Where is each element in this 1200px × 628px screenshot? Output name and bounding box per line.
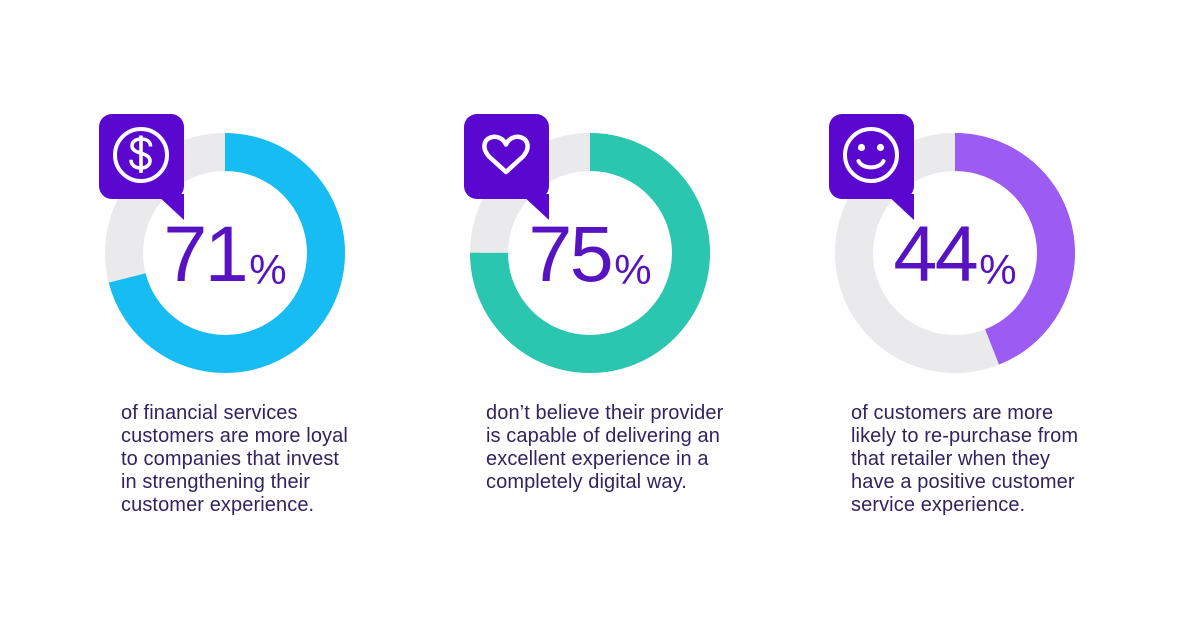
badge-tail [886,194,914,220]
stat-number: 44 [893,208,978,298]
heart-icon [482,134,530,175]
stat-caption: don’t believe their provider is capable … [486,402,724,493]
stat-card-financial-loyalty: 71% of financial services customers are … [99,114,348,553]
stat-value: 44% [835,133,1075,373]
percent-sign: % [979,245,1017,293]
stat-caption: of customers are more likely to re-purch… [851,402,1079,516]
stat-card-repurchase-service: 44% of customers are more likely to re-p… [829,114,1078,553]
stat-value: 75% [470,133,710,373]
badge-smiley [829,114,914,220]
stat-caption: of financial services customers are more… [121,402,348,516]
stat-number: 75 [528,208,613,298]
donut-arc [835,133,1075,373]
percent-sign: % [614,245,652,293]
stat-value: 71% [105,133,345,373]
dollar-icon [113,127,169,183]
donut-arc [105,133,345,373]
badge-heart [464,114,549,220]
stat-number: 71 [163,208,248,298]
donut-chart-financial-loyalty [105,133,345,373]
badge-tail [521,194,549,220]
donut-arc [470,133,710,373]
donut-chart-repurchase-service [835,133,1075,373]
percent-sign: % [249,245,287,293]
badge-bubble [464,114,549,199]
badge-bubble [829,114,914,199]
donut-chart-digital-experience [470,133,710,373]
smiley-icon [843,127,899,183]
badge-dollar [99,114,184,220]
badge-tail [156,194,184,220]
stat-card-digital-experience: 75% don’t believe their provider is capa… [464,114,723,553]
